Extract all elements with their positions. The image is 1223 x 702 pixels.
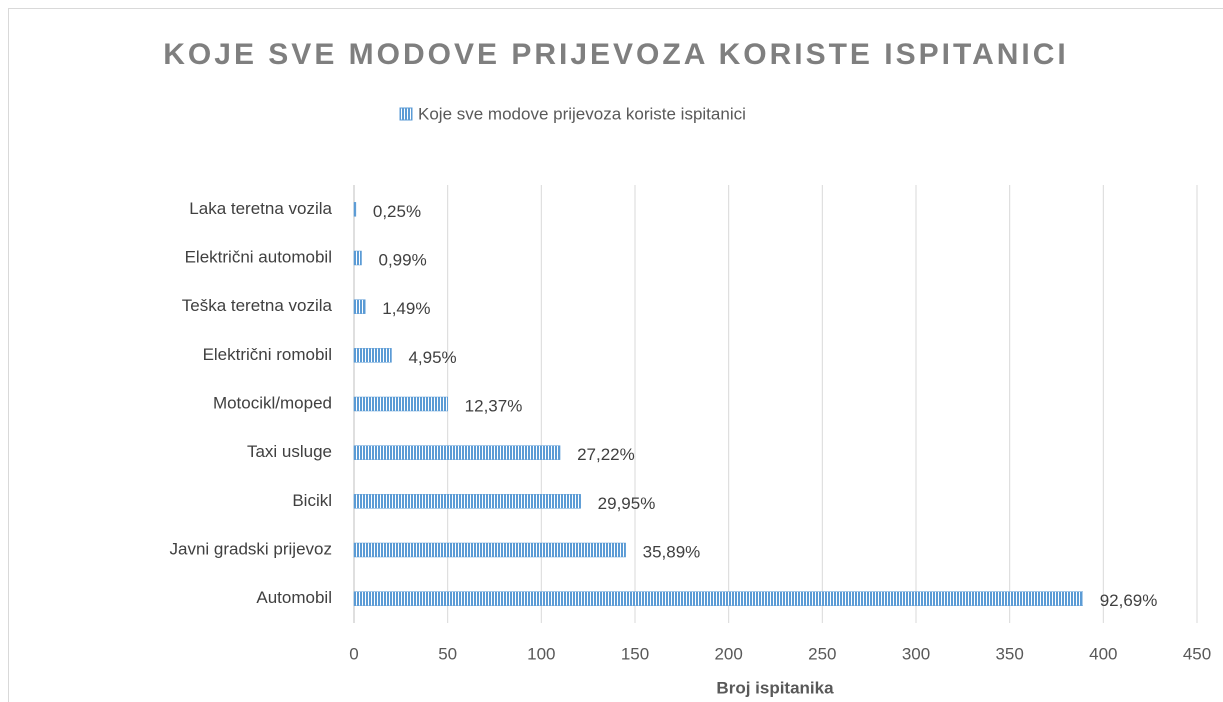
x-tick-label: 100 (527, 644, 555, 663)
x-tick-label: 350 (995, 644, 1023, 663)
legend-swatch (399, 107, 413, 121)
x-tick-label: 200 (714, 644, 742, 663)
data-label: 92,69% (1100, 591, 1158, 610)
y-tick-label: Električni romobil (203, 345, 332, 364)
data-label: 1,49% (382, 299, 430, 318)
y-tick-label: Automobil (256, 588, 332, 607)
y-tick-label: Električni automobil (185, 247, 332, 266)
x-tick-label: 150 (621, 644, 649, 663)
chart-title: KOJE SVE MODOVE PRIJEVOZA KORISTE ISPITA… (163, 38, 1068, 71)
bar (353, 299, 366, 314)
y-tick-label: Teška teretna vozila (182, 296, 333, 315)
x-tick-label: 0 (349, 644, 358, 663)
y-tick-label: Bicikl (292, 491, 332, 510)
data-label: 12,37% (465, 396, 523, 415)
bar (353, 250, 362, 266)
bar (353, 591, 1083, 606)
y-tick-label: Laka teretna vozila (189, 199, 332, 218)
bar (353, 202, 357, 217)
x-tick-label: 400 (1089, 644, 1117, 663)
x-tick-label: 50 (438, 644, 457, 663)
data-label: 0,25% (373, 202, 421, 221)
data-label: 29,95% (598, 494, 656, 513)
data-label: 4,95% (408, 348, 456, 367)
bar (353, 348, 392, 363)
data-label: 0,99% (378, 250, 426, 269)
bar (353, 494, 581, 509)
bar (353, 542, 626, 558)
x-tick-label: 300 (902, 644, 930, 663)
chart-frame (8, 8, 1223, 702)
y-tick-label: Motocikl/moped (213, 393, 332, 412)
bar (353, 445, 561, 460)
data-label: 35,89% (643, 542, 701, 561)
y-tick-label: Taxi usluge (247, 442, 332, 461)
x-tick-label: 450 (1183, 644, 1211, 663)
x-axis-title: Broj ispitanika (716, 678, 834, 697)
x-tick-label: 250 (808, 644, 836, 663)
legend-label: Koje sve modove prijevoza koriste ispita… (418, 104, 746, 123)
bar (353, 396, 448, 412)
data-label: 27,22% (577, 445, 635, 464)
y-tick-label: Javni gradski prijevoz (169, 539, 332, 558)
